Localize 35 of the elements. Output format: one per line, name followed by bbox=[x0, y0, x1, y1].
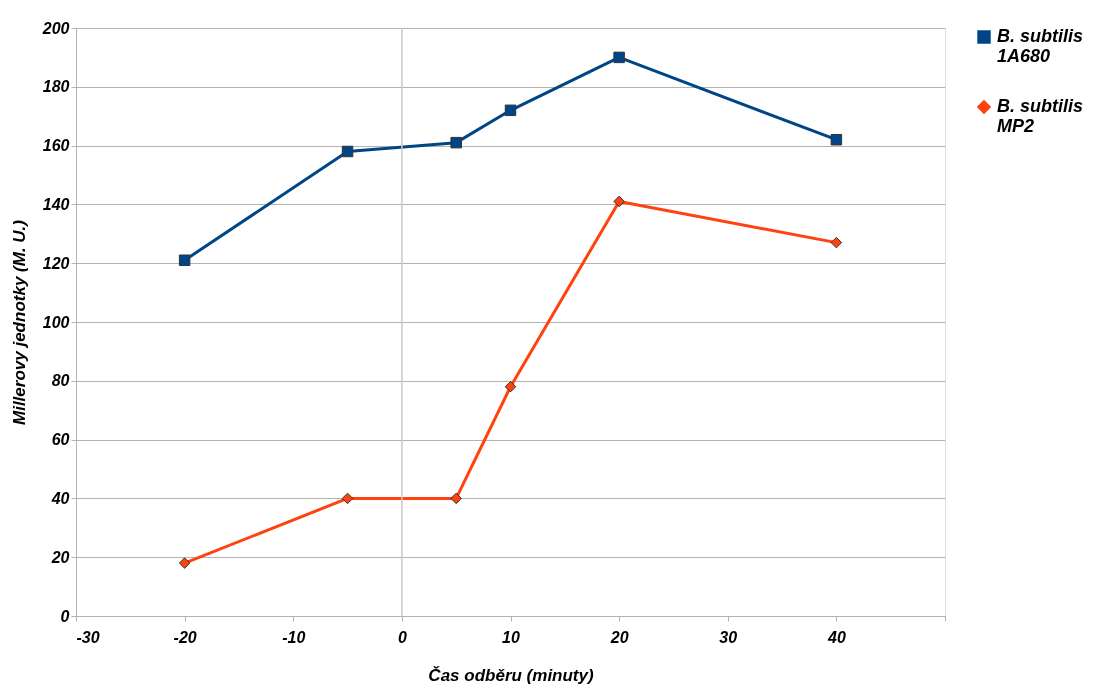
y-tick-label: 0 bbox=[60, 607, 70, 625]
x-tick-label: 30 bbox=[719, 628, 738, 646]
point bbox=[613, 195, 625, 208]
legend-label: B. subtilis 1A680 bbox=[997, 26, 1084, 66]
x-tick-label: -30 bbox=[76, 628, 100, 646]
y-tick-label: 80 bbox=[51, 372, 70, 390]
y-tick-label: 20 bbox=[50, 548, 70, 566]
point bbox=[450, 136, 462, 149]
x-tick-label: 0 bbox=[397, 628, 407, 646]
point bbox=[613, 51, 625, 64]
y-tick-label: 60 bbox=[51, 431, 70, 449]
y-tick-label: 120 bbox=[42, 254, 70, 272]
point bbox=[178, 557, 191, 569]
x-tick-label: 10 bbox=[502, 628, 520, 646]
y-tick-label: 40 bbox=[50, 489, 70, 507]
x-tick-label: 20 bbox=[609, 628, 629, 646]
point bbox=[830, 133, 843, 146]
x-tick-label: -10 bbox=[282, 628, 306, 646]
point bbox=[341, 145, 354, 158]
y-tick-label: 160 bbox=[42, 137, 70, 155]
x-tick-label: -20 bbox=[173, 628, 197, 646]
legend-label: B. subtilis MP2 bbox=[997, 96, 1084, 136]
y-tick-label: 100 bbox=[42, 313, 70, 331]
point bbox=[178, 254, 191, 266]
point bbox=[504, 380, 517, 393]
x-axis-title: Čas odběru (minuty) bbox=[428, 665, 594, 685]
point bbox=[830, 236, 843, 249]
point bbox=[341, 492, 354, 505]
x-tick-label: 40 bbox=[826, 628, 846, 646]
y-axis-title: Millerovy jednotky (M. U.) bbox=[9, 219, 29, 425]
y-tick-label: 180 bbox=[42, 78, 70, 96]
y-tick-label: 200 bbox=[41, 19, 70, 37]
point bbox=[450, 492, 462, 505]
y-tick-label: 140 bbox=[42, 195, 70, 213]
point bbox=[504, 104, 517, 117]
